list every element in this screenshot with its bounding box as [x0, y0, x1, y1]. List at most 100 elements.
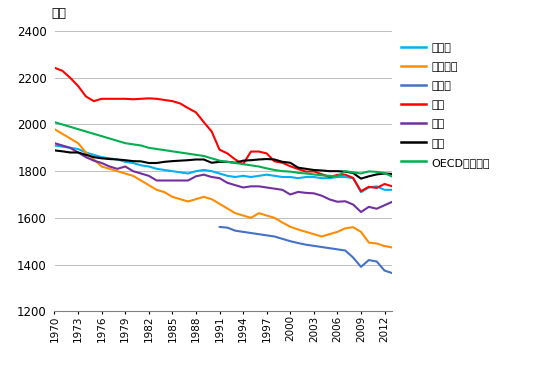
OECD諸国平均 — [389, 174, 396, 179]
カナダ — [122, 159, 129, 164]
米国 — [177, 158, 184, 163]
米国 — [263, 157, 270, 161]
フランス — [193, 197, 199, 202]
日本 — [169, 99, 175, 103]
フランス — [146, 183, 152, 187]
OECD諸国平均 — [295, 170, 301, 175]
英国 — [130, 169, 136, 173]
日本 — [326, 175, 333, 179]
ドイツ — [318, 245, 325, 249]
フランス — [350, 225, 356, 230]
OECD諸国平均 — [177, 150, 184, 155]
米国 — [358, 176, 364, 181]
OECD諸国平均 — [161, 148, 168, 152]
英国 — [311, 191, 317, 196]
OECD諸国平均 — [138, 143, 144, 148]
カナダ — [146, 164, 152, 169]
米国 — [342, 169, 348, 174]
日本 — [130, 97, 136, 102]
米国 — [373, 172, 380, 177]
カナダ — [366, 185, 372, 190]
英国 — [287, 192, 294, 197]
フランス — [83, 150, 89, 155]
OECD諸国平均 — [67, 124, 74, 129]
カナダ — [389, 187, 396, 192]
ドイツ — [326, 246, 333, 251]
Line: フランス: フランス — [54, 129, 392, 247]
OECD諸国平均 — [193, 152, 199, 157]
英国 — [256, 184, 262, 189]
英国 — [240, 185, 246, 190]
OECD諸国平均 — [106, 136, 113, 141]
ドイツ — [216, 224, 223, 229]
カナダ — [256, 173, 262, 178]
カナダ — [302, 175, 309, 179]
OECD諸国平均 — [51, 120, 58, 124]
米国 — [201, 157, 207, 162]
英国 — [350, 202, 356, 207]
カナダ — [130, 161, 136, 165]
ドイツ — [247, 231, 254, 235]
日本 — [342, 172, 348, 177]
Text: 時間: 時間 — [51, 7, 66, 20]
フランス — [382, 244, 388, 249]
カナダ — [90, 152, 97, 157]
カナダ — [271, 173, 278, 178]
カナダ — [263, 172, 270, 177]
カナダ — [334, 175, 341, 179]
米国 — [185, 158, 191, 163]
フランス — [302, 230, 309, 234]
日本 — [90, 99, 97, 103]
日本 — [185, 106, 191, 110]
カナダ — [373, 184, 380, 189]
カナダ — [67, 145, 74, 150]
カナダ — [208, 169, 215, 173]
日本 — [334, 173, 341, 177]
英国 — [106, 164, 113, 169]
日本 — [114, 96, 120, 101]
ドイツ — [342, 248, 348, 253]
米国 — [130, 159, 136, 163]
カナダ — [342, 175, 348, 179]
米国 — [153, 161, 160, 165]
フランス — [75, 141, 81, 145]
英国 — [90, 158, 97, 163]
ドイツ — [358, 265, 364, 269]
日本 — [193, 110, 199, 115]
OECD諸国平均 — [311, 172, 317, 177]
OECD諸国平均 — [326, 173, 333, 178]
ドイツ — [263, 233, 270, 238]
フランス — [208, 197, 215, 202]
日本 — [350, 175, 356, 180]
米国 — [75, 150, 81, 155]
カナダ — [216, 171, 223, 176]
カナダ — [224, 173, 231, 178]
カナダ — [138, 163, 144, 168]
ドイツ — [271, 234, 278, 239]
英国 — [185, 178, 191, 183]
英国 — [216, 176, 223, 180]
日本 — [232, 157, 239, 162]
英国 — [201, 172, 207, 177]
カナダ — [247, 175, 254, 179]
ドイツ — [224, 225, 231, 230]
日本 — [216, 147, 223, 152]
カナダ — [59, 144, 65, 149]
OECD諸国平均 — [99, 134, 105, 138]
OECD諸国平均 — [247, 163, 254, 168]
米国 — [51, 148, 58, 153]
日本 — [161, 98, 168, 102]
米国 — [326, 169, 333, 173]
フランス — [90, 157, 97, 162]
米国 — [208, 160, 215, 165]
日本 — [224, 151, 231, 156]
OECD諸国平均 — [302, 171, 309, 176]
日本 — [67, 75, 74, 80]
米国 — [146, 161, 152, 165]
カナダ — [318, 176, 325, 180]
OECD諸国平均 — [279, 169, 286, 173]
ドイツ — [279, 237, 286, 241]
米国 — [99, 156, 105, 161]
英国 — [382, 203, 388, 208]
米国 — [279, 159, 286, 164]
